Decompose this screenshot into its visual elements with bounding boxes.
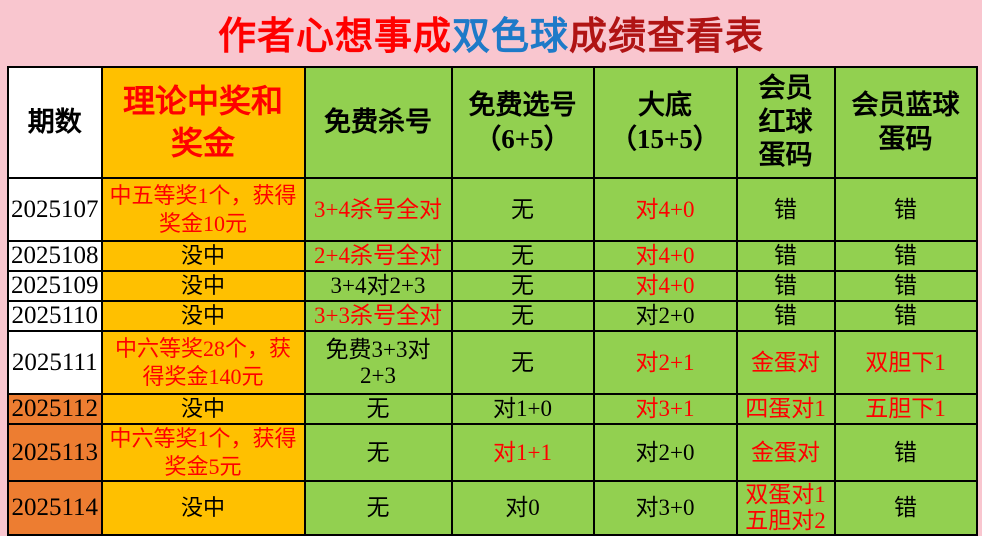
- cell-blue_egg: 错: [833, 270, 978, 302]
- cell-period: 2025112: [7, 393, 103, 425]
- table-row: 2025114 没中无对0 对3+0 双蛋对1 五胆对2 错: [7, 480, 978, 536]
- page-title: 作者心想事成 双色球 成绩查看表: [0, 0, 982, 64]
- cell-red_egg: 四蛋对1: [735, 393, 836, 425]
- table-row: 2025107 中五等奖1个，获得 奖金10元 3+4杀号全对无对4+0 错错: [7, 177, 978, 242]
- cell-red_egg: 金蛋对: [735, 423, 836, 482]
- cell-prize: 中六等奖28个，获 得奖金140元: [100, 330, 306, 395]
- cell-kill: 无: [303, 423, 453, 482]
- results-table: 期数 理论中奖和 奖金 免费杀号 免费选号 （6+5） 大底 （15+5） 会员 红球 蛋…: [7, 66, 978, 536]
- cell-pick: 无: [450, 240, 595, 272]
- cell-red_egg: 金蛋对: [735, 330, 836, 395]
- cell-period: 2025108: [7, 240, 103, 272]
- header-cell-kill: 免费杀号: [303, 66, 453, 179]
- title-segment: 双色球: [451, 15, 569, 58]
- cell-dadi: 对3+1: [592, 393, 738, 425]
- cell-pick: 无: [450, 300, 595, 332]
- cell-dadi: 对2+1: [592, 330, 738, 395]
- cell-prize: 没中: [100, 270, 306, 302]
- cell-period: 2025110: [7, 300, 103, 332]
- table-row: 2025111 中六等奖28个，获 得奖金140元 免费3+3对 2+3 无对2+1 金…: [7, 330, 978, 395]
- cell-kill: 无: [303, 480, 453, 536]
- cell-dadi: 对4+0: [592, 240, 738, 272]
- cell-pick: 无: [450, 330, 595, 395]
- cell-dadi: 对3+0: [592, 480, 738, 536]
- cell-blue_egg: 错: [833, 300, 978, 332]
- header-cell-pick: 免费选号 （6+5）: [450, 66, 595, 179]
- cell-prize: 中五等奖1个，获得 奖金10元: [100, 177, 306, 242]
- cell-prize: 没中: [100, 480, 306, 536]
- table-row: 2025110 没中 3+3杀号全对无对2+0 错错: [7, 300, 978, 332]
- header-cell-period: 期数: [7, 66, 103, 179]
- table-row: 2025109 没中 3+4对2+3 无对4+0 错错: [7, 270, 978, 302]
- cell-prize: 没中: [100, 300, 306, 332]
- cell-pick: 对0: [450, 480, 595, 536]
- cell-kill: 无: [303, 393, 453, 425]
- cell-period: 2025113: [7, 423, 103, 482]
- cell-period: 2025109: [7, 270, 103, 302]
- cell-blue_egg: 双胆下1: [833, 330, 978, 395]
- cell-dadi: 对2+0: [592, 423, 738, 482]
- cell-pick: 对1+0: [450, 393, 595, 425]
- cell-kill: 免费3+3对 2+3: [303, 330, 453, 395]
- cell-red_egg: 双蛋对1 五胆对2: [735, 480, 836, 536]
- cell-dadi: 对4+0: [592, 270, 738, 302]
- cell-pick: 对1+1: [450, 423, 595, 482]
- cell-kill: 3+4杀号全对: [303, 177, 453, 242]
- header-cell-blue_egg: 会员蓝球 蛋码: [833, 66, 978, 179]
- table-row: 2025108 没中 2+4杀号全对无对4+0 错错: [7, 240, 978, 272]
- header-cell-red_egg: 会员 红球 蛋码: [735, 66, 836, 179]
- cell-prize: 没中: [100, 393, 306, 425]
- cell-pick: 无: [450, 270, 595, 302]
- cell-red_egg: 错: [735, 270, 836, 302]
- cell-red_egg: 错: [735, 240, 836, 272]
- header-cell-prize: 理论中奖和 奖金: [100, 66, 306, 179]
- table-row: 2025112 没中无对1+0 对3+1 四蛋对1 五胆下1: [7, 393, 978, 425]
- cell-kill: 3+3杀号全对: [303, 300, 453, 332]
- table-row: 2025113 中六等奖1个，获得 奖金5元无对1+1 对2+0 金蛋对错: [7, 423, 978, 482]
- cell-dadi: 对2+0: [592, 300, 738, 332]
- cell-period: 2025111: [7, 330, 103, 395]
- cell-kill: 3+4对2+3: [303, 270, 453, 302]
- cell-period: 2025107: [7, 177, 103, 242]
- cell-prize: 中六等奖1个，获得 奖金5元: [100, 423, 306, 482]
- header-cell-dadi: 大底 （15+5）: [592, 66, 738, 179]
- cell-red_egg: 错: [735, 177, 836, 242]
- title-segment: 成绩查看表: [569, 15, 765, 58]
- cell-blue_egg: 错: [833, 480, 978, 536]
- cell-red_egg: 错: [735, 300, 836, 332]
- cell-pick: 无: [450, 177, 595, 242]
- cell-period: 2025114: [7, 480, 103, 536]
- cell-blue_egg: 五胆下1: [833, 393, 978, 425]
- cell-blue_egg: 错: [833, 177, 978, 242]
- cell-blue_egg: 错: [833, 240, 978, 272]
- cell-prize: 没中: [100, 240, 306, 272]
- cell-dadi: 对4+0: [592, 177, 738, 242]
- cell-blue_egg: 错: [833, 423, 978, 482]
- cell-kill: 2+4杀号全对: [303, 240, 453, 272]
- table-body: 2025107 中五等奖1个，获得 奖金10元 3+4杀号全对无对4+0 错错 2025…: [7, 177, 978, 536]
- header-row: 期数 理论中奖和 奖金 免费杀号 免费选号 （6+5） 大底 （15+5） 会员 红球 蛋…: [7, 66, 978, 179]
- title-segment: 作者心想事成: [217, 15, 452, 58]
